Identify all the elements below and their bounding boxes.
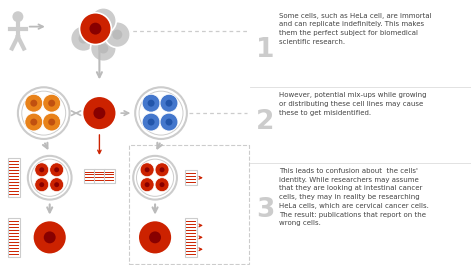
Circle shape xyxy=(149,231,161,243)
FancyBboxPatch shape xyxy=(8,170,20,185)
Circle shape xyxy=(155,163,169,177)
Circle shape xyxy=(104,22,130,48)
FancyBboxPatch shape xyxy=(185,230,197,245)
Circle shape xyxy=(48,100,55,107)
FancyBboxPatch shape xyxy=(84,169,95,183)
Text: However, potential mix-ups while growing
or distributing these cell lines may ca: However, potential mix-ups while growing… xyxy=(279,92,427,116)
Circle shape xyxy=(160,94,178,112)
Circle shape xyxy=(135,87,187,139)
Circle shape xyxy=(50,178,64,192)
Circle shape xyxy=(39,182,44,187)
Circle shape xyxy=(54,167,59,172)
Circle shape xyxy=(79,34,89,44)
Circle shape xyxy=(91,36,116,61)
FancyBboxPatch shape xyxy=(94,169,105,183)
Circle shape xyxy=(25,94,43,112)
Circle shape xyxy=(54,182,59,187)
Circle shape xyxy=(28,156,72,200)
Circle shape xyxy=(133,156,177,200)
Circle shape xyxy=(93,107,105,119)
Circle shape xyxy=(43,113,61,131)
FancyBboxPatch shape xyxy=(8,242,20,257)
Circle shape xyxy=(30,119,37,126)
Circle shape xyxy=(33,221,67,254)
Circle shape xyxy=(165,100,173,107)
Circle shape xyxy=(165,119,173,126)
FancyBboxPatch shape xyxy=(185,242,197,257)
Circle shape xyxy=(145,182,150,187)
FancyBboxPatch shape xyxy=(8,158,20,173)
Circle shape xyxy=(140,178,154,192)
Circle shape xyxy=(147,100,155,107)
FancyBboxPatch shape xyxy=(185,218,197,233)
Circle shape xyxy=(112,30,122,40)
Circle shape xyxy=(90,23,101,35)
FancyBboxPatch shape xyxy=(8,218,20,233)
Circle shape xyxy=(44,231,55,243)
Circle shape xyxy=(140,163,154,177)
FancyBboxPatch shape xyxy=(8,230,20,245)
Circle shape xyxy=(50,163,64,177)
Circle shape xyxy=(35,178,49,192)
Circle shape xyxy=(91,8,116,34)
Circle shape xyxy=(71,26,96,52)
Circle shape xyxy=(160,113,178,131)
Circle shape xyxy=(99,44,109,53)
Circle shape xyxy=(39,167,44,172)
Circle shape xyxy=(18,87,70,139)
Text: 2: 2 xyxy=(256,109,274,135)
FancyBboxPatch shape xyxy=(185,170,197,185)
Circle shape xyxy=(138,221,172,254)
Text: 3: 3 xyxy=(256,197,274,223)
Circle shape xyxy=(160,182,164,187)
Circle shape xyxy=(12,11,23,22)
Circle shape xyxy=(160,167,164,172)
Circle shape xyxy=(155,178,169,192)
Circle shape xyxy=(80,13,111,44)
Circle shape xyxy=(25,113,43,131)
Circle shape xyxy=(48,119,55,126)
Circle shape xyxy=(43,94,61,112)
FancyBboxPatch shape xyxy=(104,169,115,183)
Circle shape xyxy=(30,100,37,107)
Text: Some cells, such as HeLa cell, are immortal
and can replicate indefinitely. This: Some cells, such as HeLa cell, are immor… xyxy=(279,13,432,45)
Circle shape xyxy=(99,16,109,26)
Circle shape xyxy=(147,119,155,126)
Circle shape xyxy=(82,96,116,130)
Circle shape xyxy=(35,163,49,177)
Text: This leads to confusion about  the cells'
identity. While researchers may assume: This leads to confusion about the cells'… xyxy=(279,168,429,226)
FancyBboxPatch shape xyxy=(8,182,20,197)
Text: 1: 1 xyxy=(256,38,274,64)
Circle shape xyxy=(145,167,150,172)
Circle shape xyxy=(142,113,160,131)
Circle shape xyxy=(142,94,160,112)
